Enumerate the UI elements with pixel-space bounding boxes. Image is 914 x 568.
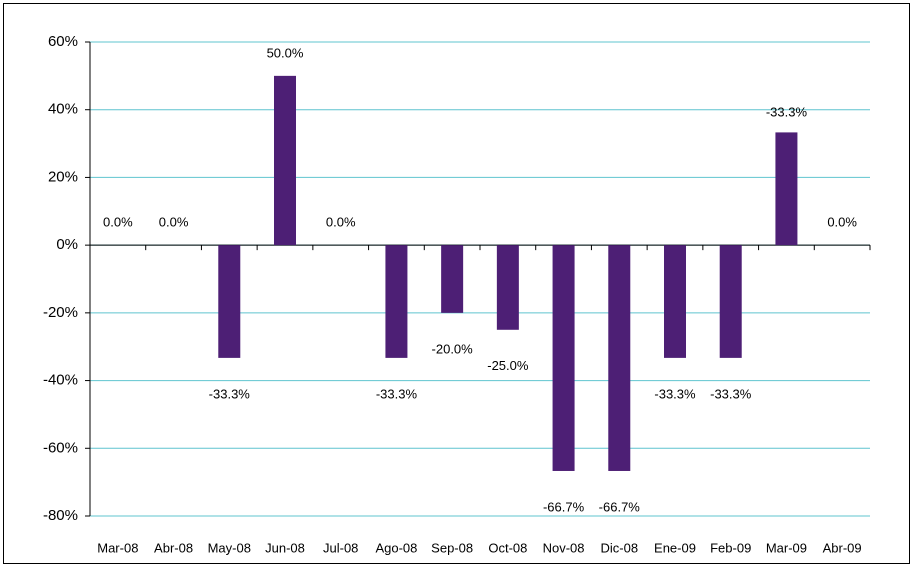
- bar: [608, 245, 631, 471]
- value-label: -20.0%: [432, 341, 474, 356]
- value-label: 0.0%: [103, 215, 133, 230]
- x-tick-label: Dic-08: [600, 540, 638, 555]
- bar: [274, 75, 296, 246]
- x-tick-label: Oct-08: [488, 540, 527, 555]
- x-tick-label: May-08: [208, 540, 251, 555]
- bar: [496, 245, 519, 330]
- value-label: 50.0%: [267, 45, 304, 60]
- x-tick-label: Abr-08: [154, 540, 193, 555]
- bar: [218, 245, 241, 358]
- bar: [664, 245, 686, 358]
- y-tick-label: 20%: [48, 168, 78, 185]
- value-label: -33.3%: [376, 386, 418, 401]
- y-tick-label: 40%: [48, 101, 78, 118]
- value-label: 0.0%: [159, 215, 189, 230]
- value-label: -66.7%: [599, 499, 641, 514]
- value-label: 0.0%: [827, 215, 857, 230]
- y-tick-label: 0%: [56, 236, 78, 253]
- value-label: 0.0%: [326, 215, 356, 230]
- x-tick-label: Mar-09: [766, 540, 807, 555]
- bar: [719, 245, 742, 358]
- bar: [552, 245, 575, 471]
- bar: [441, 245, 464, 313]
- value-label: -66.7%: [543, 499, 585, 514]
- x-tick-label: Mar-08: [97, 540, 138, 555]
- value-label: -25.0%: [487, 358, 529, 373]
- value-label: -33.3%: [654, 386, 696, 401]
- y-tick-label: -40%: [43, 372, 78, 389]
- x-tick-label: Feb-09: [710, 540, 751, 555]
- bar: [385, 245, 408, 358]
- x-tick-label: Ene-09: [654, 540, 696, 555]
- y-tick-label: 60%: [48, 33, 78, 50]
- y-tick-label: -20%: [43, 304, 78, 321]
- y-tick-label: -60%: [43, 439, 78, 456]
- bar: [775, 132, 798, 246]
- annotation: -33.3%: [766, 104, 808, 119]
- value-label: -33.3%: [710, 386, 752, 401]
- x-tick-label: Ago-08: [375, 540, 417, 555]
- y-tick-label: -80%: [43, 507, 78, 524]
- x-tick-label: Abr-09: [823, 540, 862, 555]
- x-tick-label: Sep-08: [431, 540, 473, 555]
- value-label: -33.3%: [209, 386, 251, 401]
- x-tick-label: Jun-08: [265, 540, 305, 555]
- x-tick-label: Nov-08: [543, 540, 585, 555]
- x-tick-label: Jul-08: [323, 540, 358, 555]
